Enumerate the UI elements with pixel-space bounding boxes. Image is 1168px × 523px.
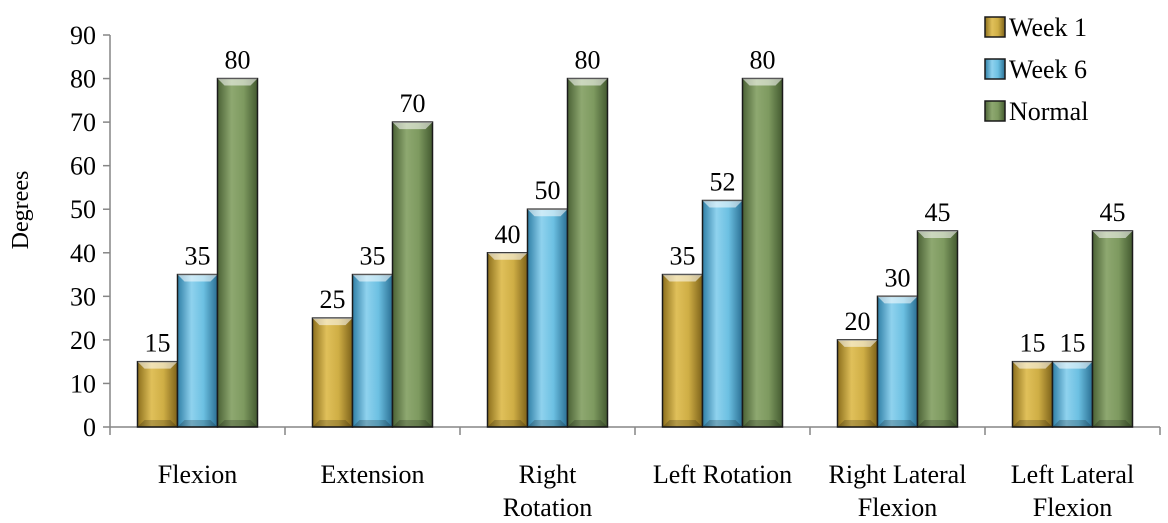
bar-week-6 bbox=[701, 199, 744, 428]
bar-normal bbox=[566, 77, 609, 428]
bar-normal bbox=[916, 230, 959, 428]
y-tick-label: 70 bbox=[70, 108, 96, 137]
data-label: 20 bbox=[845, 307, 871, 336]
bar-week-1 bbox=[1011, 360, 1054, 428]
data-label: 15 bbox=[1060, 329, 1086, 358]
x-category-label: Flexion bbox=[158, 460, 237, 489]
bar-week-1 bbox=[136, 360, 179, 428]
bar-week-6 bbox=[876, 295, 919, 428]
bar-normal bbox=[741, 77, 784, 428]
legend-item: Normal bbox=[984, 97, 1088, 126]
y-tick-label: 90 bbox=[70, 21, 96, 50]
bar-week-6 bbox=[1051, 360, 1094, 428]
x-category-label: Right Lateral Flexion bbox=[829, 460, 967, 522]
axes: 0 10 20 30 40 50 60 70 80 90 Flexion Extension Right… bbox=[70, 21, 1161, 522]
y-tick-label: 0 bbox=[83, 413, 96, 442]
y-tick-label: 60 bbox=[70, 152, 96, 181]
legend-swatch bbox=[984, 16, 1006, 38]
data-labels: 15 35 80 25 35 70 40 50 80 35 52 80 20 30 45 15 15 45 bbox=[145, 46, 1126, 358]
legend-swatch bbox=[984, 100, 1006, 122]
bars bbox=[136, 77, 1134, 428]
bar-week-6 bbox=[176, 273, 219, 428]
data-label: 45 bbox=[925, 198, 951, 227]
legend-label: Week 1 bbox=[1009, 13, 1087, 42]
data-label: 40 bbox=[495, 220, 521, 249]
data-label: 52 bbox=[710, 168, 736, 197]
bar-week-1 bbox=[486, 252, 529, 428]
x-category-label: Extension bbox=[321, 460, 425, 489]
data-label: 35 bbox=[360, 242, 386, 271]
legend-label: Normal bbox=[1009, 97, 1088, 126]
data-label: 70 bbox=[400, 89, 426, 118]
data-label: 50 bbox=[535, 176, 561, 205]
data-label: 80 bbox=[225, 46, 251, 75]
legend-item: Week 1 bbox=[984, 13, 1087, 42]
y-tick-label: 80 bbox=[70, 65, 96, 94]
data-label: 45 bbox=[1100, 198, 1126, 227]
x-category-label: Left Lateral Flexion bbox=[1011, 460, 1134, 522]
data-label: 30 bbox=[885, 263, 911, 292]
legend-swatch bbox=[984, 58, 1006, 80]
bar-normal bbox=[1091, 230, 1134, 428]
data-label: 25 bbox=[320, 285, 346, 314]
x-category-label: Left Rotation bbox=[653, 460, 792, 489]
legend-item: Week 6 bbox=[984, 55, 1087, 84]
y-tick-label: 40 bbox=[70, 239, 96, 268]
data-label: 35 bbox=[185, 242, 211, 271]
legend: Week 1 Week 6 Normal bbox=[984, 13, 1088, 126]
data-label: 80 bbox=[750, 46, 776, 75]
data-label: 15 bbox=[1020, 329, 1046, 358]
y-axis-title: Degrees bbox=[8, 171, 34, 250]
y-tick-label: 10 bbox=[70, 369, 96, 398]
data-label: 80 bbox=[575, 46, 601, 75]
bar-week-6 bbox=[526, 208, 569, 428]
bar-week-1 bbox=[661, 273, 704, 428]
bar-normal bbox=[216, 77, 259, 428]
bar-normal bbox=[391, 121, 434, 428]
y-tick-label: 20 bbox=[70, 326, 96, 355]
y-tick-label: 30 bbox=[70, 282, 96, 311]
legend-label: Week 6 bbox=[1009, 55, 1087, 84]
data-label: 35 bbox=[670, 242, 696, 271]
bar-week-1 bbox=[311, 317, 354, 428]
bar-week-1 bbox=[836, 339, 879, 428]
bar-week-6 bbox=[351, 273, 394, 428]
x-category-label: Right Rotation bbox=[503, 460, 593, 522]
y-tick-label: 50 bbox=[70, 195, 96, 224]
data-label: 15 bbox=[145, 329, 171, 358]
